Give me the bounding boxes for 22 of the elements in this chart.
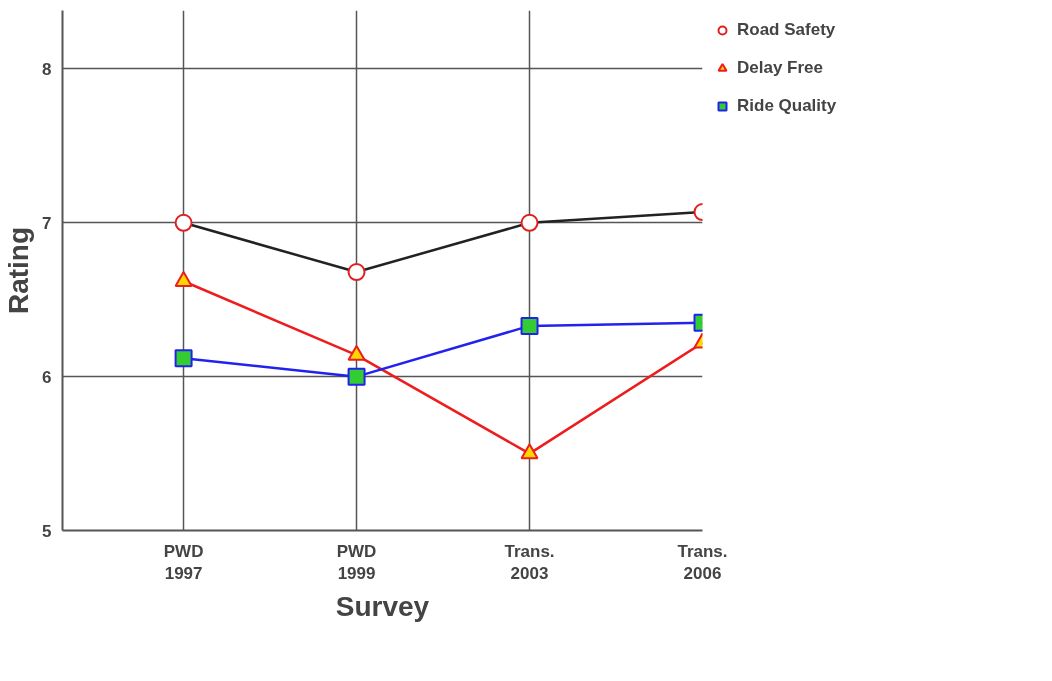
point xyxy=(520,213,539,232)
legend-label: Road Safety xyxy=(737,20,836,40)
point xyxy=(174,213,193,232)
legend-label: Delay Free xyxy=(737,58,823,78)
x-axis-title: Survey xyxy=(335,591,430,623)
point xyxy=(347,263,366,282)
point xyxy=(174,271,193,287)
x-tick-label: PWD 1999 xyxy=(336,541,377,584)
y-tick-label: 5 xyxy=(42,521,52,541)
y-tick-label: 6 xyxy=(42,367,52,387)
point xyxy=(520,443,539,460)
point xyxy=(520,316,539,335)
legend-label: Ride Quality xyxy=(737,96,837,116)
point xyxy=(347,344,366,361)
x-tick-label: Trans. 2003 xyxy=(504,541,555,584)
x-tick-label: PWD 1997 xyxy=(163,541,204,584)
y-tick-label: 8 xyxy=(42,59,52,79)
x-tick-label: Trans. 2006 xyxy=(677,541,728,584)
y-tick-label: 7 xyxy=(42,213,52,233)
y-axis-title: Rating xyxy=(3,226,35,315)
point xyxy=(347,367,366,386)
point xyxy=(174,349,193,368)
